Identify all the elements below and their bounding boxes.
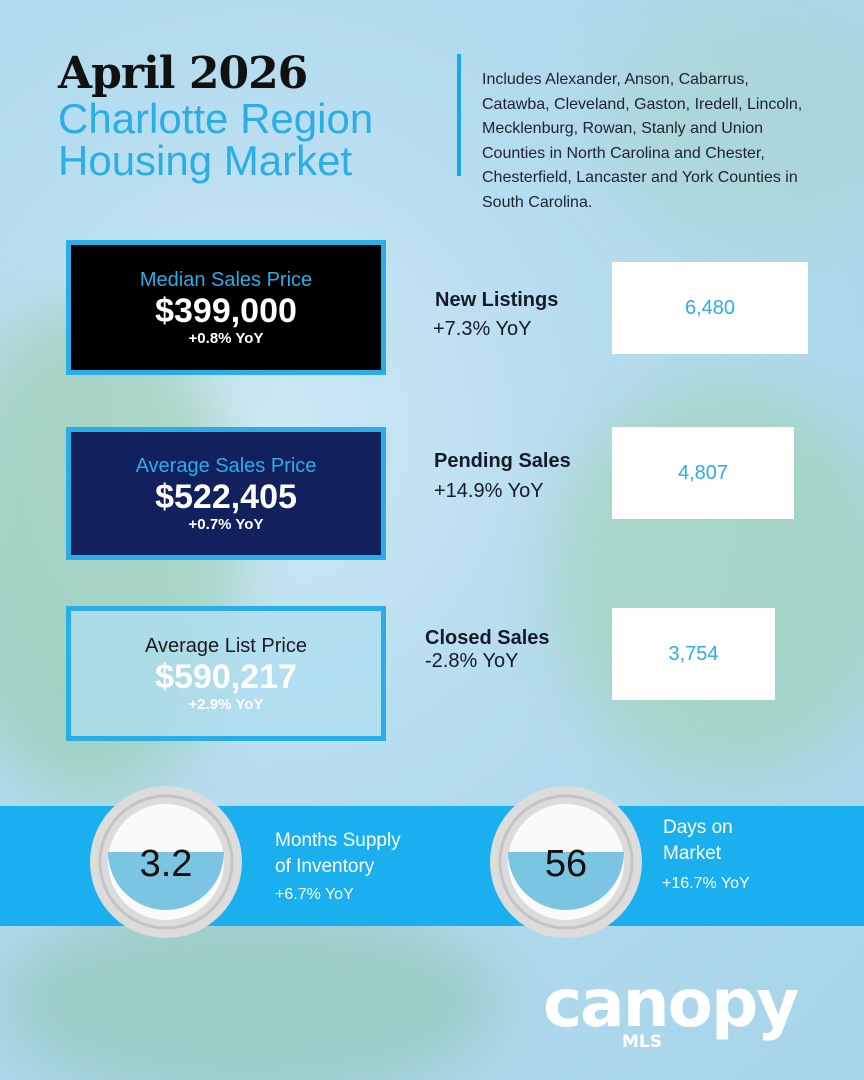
stat-value: 3,754	[612, 608, 775, 700]
gauge-value: 56	[545, 843, 587, 885]
description: Includes Alexander, Anson, Cabarrus, Cat…	[482, 71, 803, 211]
gauge-label-line: of Inventory	[275, 856, 375, 877]
gauge-ring	[498, 794, 634, 930]
card-label: Average List Price	[145, 634, 307, 657]
card-label: Median Sales Price	[139, 268, 313, 291]
gauge-label-line: Months Supply	[275, 830, 401, 851]
title: April 2026	[58, 48, 308, 99]
card-value: $399,000	[155, 291, 297, 330]
stat-change: +7.3% YoY	[433, 318, 532, 340]
gauge-fill	[508, 852, 624, 910]
gauge-label: Months Supply of Inventory	[275, 828, 401, 880]
gauge-label-line: Days on	[663, 817, 733, 838]
stat-value: 6,480	[612, 262, 808, 354]
gauge	[490, 786, 642, 938]
subtitle-line: Charlotte Region	[58, 95, 374, 142]
gauge	[90, 786, 242, 938]
divider	[457, 54, 461, 176]
price-card: Average Sales Price $522,405 +0.7% YoY	[66, 427, 386, 560]
gauges: 3.2 56	[90, 786, 642, 938]
stat-value: 4,807	[612, 427, 794, 519]
card-change: +0.7% YoY	[188, 515, 264, 533]
gauge-change: +16.7% YoY	[662, 875, 750, 892]
stat-change: -2.8% YoY	[425, 650, 519, 672]
stat-label: Pending Sales	[434, 450, 571, 472]
gauge-ring	[98, 794, 234, 930]
price-card: Median Sales Price $399,000 +0.8% YoY	[66, 240, 386, 375]
stat-label: Closed Sales	[425, 627, 550, 649]
card-value: $590,217	[155, 657, 297, 696]
logo-sub: MLS	[622, 1032, 662, 1052]
stat-change: +14.9% YoY	[434, 480, 544, 502]
gauge-fill	[108, 852, 224, 910]
subtitle: Charlotte Region Housing Market	[58, 98, 373, 182]
gauge-label-line: Market	[663, 843, 722, 864]
card-change: +0.8% YoY	[188, 329, 264, 347]
gauge-value: 3.2	[140, 843, 193, 885]
gauge-label: Days on Market	[663, 815, 733, 867]
card-value: $522,405	[155, 477, 297, 516]
card-change: +2.9% YoY	[188, 695, 264, 713]
stat-label: New Listings	[435, 289, 559, 311]
card-label: Average Sales Price	[135, 454, 317, 477]
logo: canopy	[543, 965, 799, 1042]
subtitle-line: Housing Market	[58, 137, 353, 184]
price-card: Average List Price $590,217 +2.9% YoY	[66, 606, 386, 741]
gauge-change: +6.7% YoY	[275, 886, 354, 903]
